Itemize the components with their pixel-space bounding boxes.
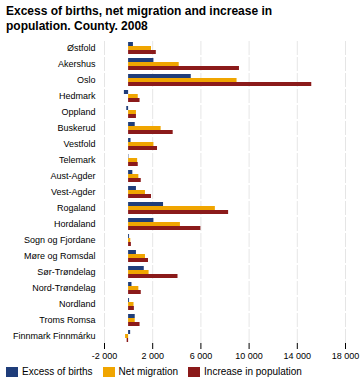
svg-text:Oslo: Oslo xyxy=(77,75,96,85)
svg-text:Troms Romsa: Troms Romsa xyxy=(39,315,95,325)
svg-text:Rogaland: Rogaland xyxy=(57,203,96,213)
svg-text:Buskerud: Buskerud xyxy=(57,123,95,133)
svg-text:Aust-Agder: Aust-Agder xyxy=(50,171,95,181)
svg-text:-2 000: -2 000 xyxy=(92,351,118,361)
html-text:Excess of births: Excess of births xyxy=(22,366,93,377)
html-text:Increase in population: Increase in population xyxy=(204,366,302,377)
svg-text:Østfold: Østfold xyxy=(67,43,96,53)
html-text:Excess of births, net migratio: Excess of births, net migration and incr… xyxy=(6,4,273,33)
svg-text:Telemark: Telemark xyxy=(59,155,96,165)
svg-text:Vestfold: Vestfold xyxy=(63,139,95,149)
svg-text:Vest-Agder: Vest-Agder xyxy=(51,187,96,197)
svg-text:6 000: 6 000 xyxy=(190,351,213,361)
svg-text:14 000: 14 000 xyxy=(284,351,312,361)
svg-text:Sogn og Fjordane: Sogn og Fjordane xyxy=(24,235,96,245)
svg-text:18 000: 18 000 xyxy=(332,351,360,361)
svg-text:Nord-Trøndelag: Nord-Trøndelag xyxy=(32,283,95,293)
svg-text:Sør-Trøndelag: Sør-Trøndelag xyxy=(37,267,95,277)
svg-text:Hordaland: Hordaland xyxy=(54,219,96,229)
svg-text:Nordland: Nordland xyxy=(59,299,96,309)
svg-text:Akershus: Akershus xyxy=(58,59,96,69)
svg-text:2 000: 2 000 xyxy=(141,351,164,361)
html-text:Net migration: Net migration xyxy=(118,366,179,377)
svg-text:Hedmark: Hedmark xyxy=(59,91,96,101)
svg-text:10 000: 10 000 xyxy=(235,351,263,361)
svg-text:Oppland: Oppland xyxy=(61,107,95,117)
svg-text:Møre og Romsdal: Møre og Romsdal xyxy=(24,251,96,261)
svg-text:Finnmark Finnmárku: Finnmark Finnmárku xyxy=(13,331,96,341)
